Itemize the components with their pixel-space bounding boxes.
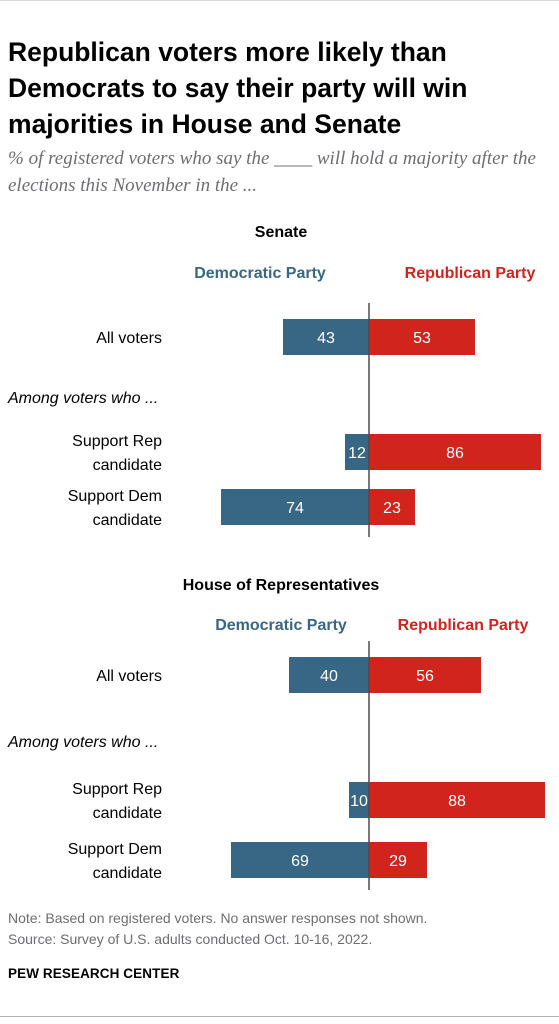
- data-label-democratic: 40: [320, 668, 338, 685]
- category-label: All voters: [96, 330, 162, 347]
- data-label-democratic: 10: [350, 793, 368, 810]
- category-label: All voters: [96, 668, 162, 685]
- category-label: Support Dem candidate: [68, 841, 162, 882]
- top-rule: [0, 0, 559, 1]
- bar-democratic: [231, 842, 369, 878]
- bar-republican: [369, 657, 481, 693]
- bar-republican: [369, 489, 415, 525]
- panel-title: Senate: [255, 224, 308, 241]
- panel-title: House of Representatives: [183, 577, 380, 594]
- bar-democratic: [221, 489, 369, 525]
- data-label-democratic: 74: [286, 500, 304, 517]
- bar-republican: [369, 434, 541, 470]
- pew-logo: PEW RESEARCH CENTER: [8, 966, 180, 981]
- data-label-democratic: 43: [317, 330, 335, 347]
- chart-notes: Note: Based on registered voters. No ans…: [8, 908, 556, 950]
- chart-title: Republican voters more likely than Democ…: [8, 37, 468, 139]
- bar-republican: [369, 319, 475, 355]
- category-label: Support Rep candidate: [72, 781, 162, 822]
- legend-republican: Republican Party: [398, 617, 529, 634]
- bar-democratic: [349, 782, 369, 818]
- diverging-bar-chart: Senate Democratic Party Republican Party Am…: [7, 224, 545, 890]
- category-label: Support Rep candidate: [72, 433, 162, 474]
- note-text: Note: Based on registered voters. No ans…: [8, 910, 428, 926]
- bottom-rule: [0, 1016, 559, 1017]
- group-label: Among voters who ...: [7, 390, 158, 407]
- bar-republican: [369, 842, 427, 878]
- data-label-democratic: 69: [291, 853, 309, 870]
- data-label-republican: 86: [446, 445, 464, 462]
- source-text: Source: Survey of U.S. adults conducted …: [8, 931, 373, 947]
- bar-democratic: [289, 657, 369, 693]
- data-label-republican: 23: [383, 500, 401, 517]
- data-label-republican: 29: [389, 853, 407, 870]
- bar-democratic: [345, 434, 369, 470]
- chart-subtitle: % of registered voters who say the ____ …: [8, 148, 536, 196]
- data-label-democratic: 12: [348, 445, 366, 462]
- data-label-republican: 88: [448, 793, 466, 810]
- group-label: Among voters who ...: [7, 734, 158, 751]
- category-label: Support Dem candidate: [68, 488, 162, 529]
- bar-democratic: [283, 319, 369, 355]
- legend-democratic: Democratic Party: [215, 617, 347, 634]
- bar-republican: [369, 782, 545, 818]
- data-label-republican: 53: [413, 330, 431, 347]
- data-label-republican: 56: [416, 668, 434, 685]
- legend-republican: Republican Party: [405, 265, 536, 282]
- legend-democratic: Democratic Party: [194, 265, 326, 282]
